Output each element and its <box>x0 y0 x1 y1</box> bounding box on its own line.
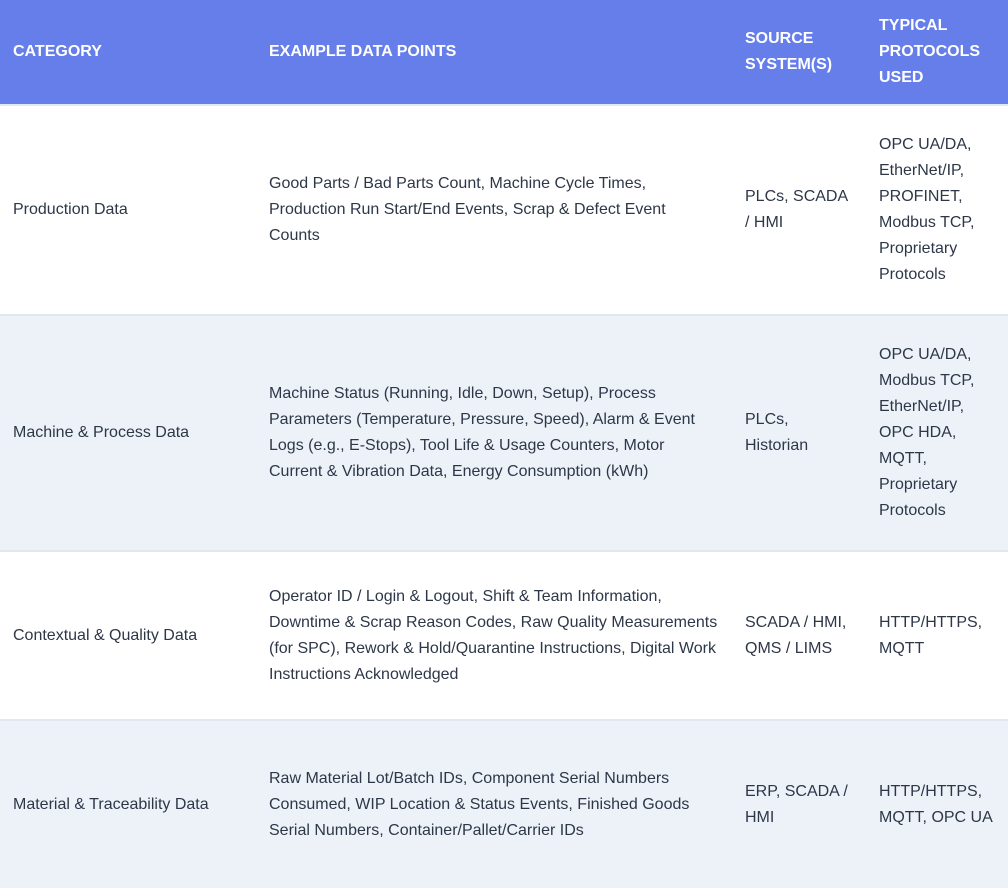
cell-category: Material & Traceability Data <box>0 719 256 888</box>
header-row: Category Example Data Points Source Syst… <box>0 0 1008 105</box>
table-row: Production Data Good Parts / Bad Parts C… <box>0 104 1008 315</box>
cell-category: Machine & Process Data <box>0 314 256 551</box>
header-example-data-points: Example Data Points <box>256 0 732 105</box>
cell-category: Contextual & Quality Data <box>0 550 256 720</box>
table-row: Machine & Process Data Machine Status (R… <box>0 314 1008 551</box>
header-source-systems: Source System(s) <box>732 0 866 105</box>
cell-source: PLCs, SCADA / HMI <box>732 104 866 315</box>
cell-source: PLCs, Historian <box>732 314 866 551</box>
cell-source: SCADA / HMI, QMS / LIMS <box>732 550 866 720</box>
cell-data-points: Raw Material Lot/Batch IDs, Component Se… <box>256 719 732 888</box>
table-row: Material & Traceability Data Raw Materia… <box>0 719 1008 888</box>
header-protocols: Typical Protocols Used <box>866 0 1008 105</box>
cell-data-points: Machine Status (Running, Idle, Down, Set… <box>256 314 732 551</box>
table-row: Contextual & Quality Data Operator ID / … <box>0 550 1008 720</box>
cell-protocols: OPC UA/DA, Modbus TCP, EtherNet/IP, OPC … <box>866 314 1008 551</box>
cell-data-points: Good Parts / Bad Parts Count, Machine Cy… <box>256 104 732 315</box>
cell-protocols: HTTP/HTTPS, MQTT, OPC UA <box>866 719 1008 888</box>
cell-protocols: HTTP/HTTPS, MQTT <box>866 550 1008 720</box>
header-category: Category <box>0 0 256 105</box>
cell-source: ERP, SCADA / HMI <box>732 719 866 888</box>
cell-protocols: OPC UA/DA, EtherNet/IP, PROFINET, Modbus… <box>866 104 1008 315</box>
cell-data-points: Operator ID / Login & Logout, Shift & Te… <box>256 550 732 720</box>
cell-category: Production Data <box>0 104 256 315</box>
